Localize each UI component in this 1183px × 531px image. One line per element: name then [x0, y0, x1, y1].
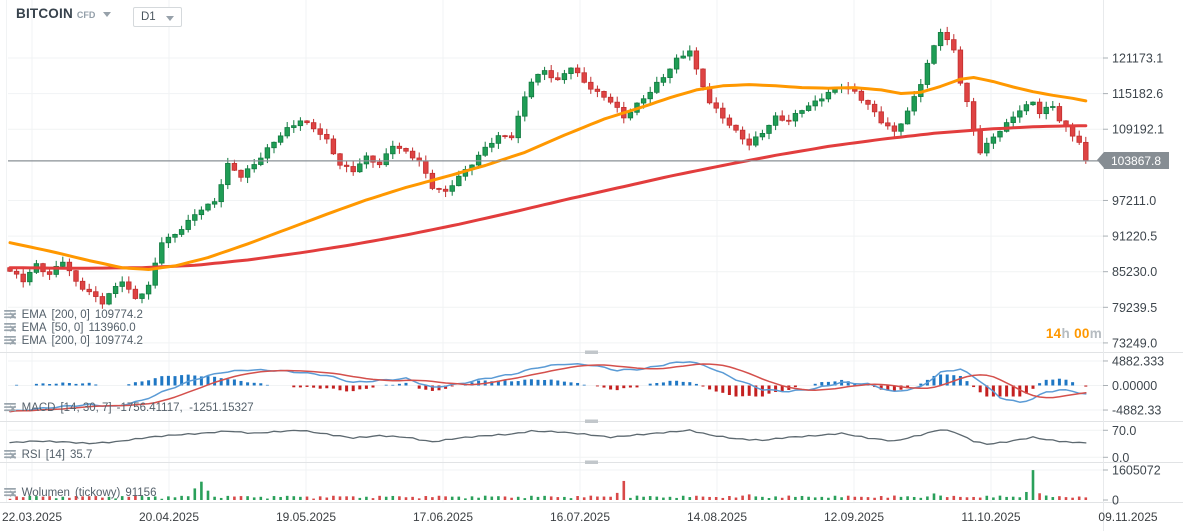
timeframe-caret-icon: [166, 15, 174, 21]
symbol-dropdown-caret-icon[interactable]: [103, 12, 112, 17]
svg-text:1605072: 1605072: [1112, 464, 1161, 478]
svg-text:0.0: 0.0: [1112, 451, 1129, 465]
svg-text:70.0: 70.0: [1112, 424, 1136, 438]
indicator-params: [14, 30, 7]: [60, 402, 112, 414]
svg-text:12.09.2025: 12.09.2025: [824, 510, 884, 524]
indicator-row-ema200-b: × EMA [200, 0] 109774.2: [4, 333, 143, 349]
indicator-params: [200, 0]: [51, 335, 90, 347]
svg-text:09.11.2025: 09.11.2025: [1098, 510, 1157, 524]
svg-text:85230.0: 85230.0: [1112, 265, 1157, 279]
svg-text:121173.1: 121173.1: [1112, 52, 1163, 66]
svg-text:91220.5: 91220.5: [1112, 230, 1157, 244]
timeframe-value: D1: [141, 11, 156, 23]
indicator-label: Wolumen: [21, 487, 70, 499]
indicator-value: 109774.2: [94, 335, 143, 347]
indicator-value: 113960.0: [88, 322, 136, 334]
svg-text:115182.6: 115182.6: [1112, 87, 1163, 101]
countdown-hours: 14: [1045, 326, 1062, 341]
indicator-params: [14]: [45, 449, 65, 461]
indicator-label: EMA: [21, 322, 47, 334]
indicator-close-icon[interactable]: ×: [9, 307, 17, 323]
indicator-label: EMA: [21, 309, 47, 321]
candle-countdown: 14h 00m: [1045, 326, 1102, 341]
market-type-label: CFD: [76, 9, 96, 20]
indicator-label: EMA: [21, 335, 47, 347]
svg-text:17.06.2025: 17.06.2025: [413, 510, 473, 524]
svg-text:22.03.2025: 22.03.2025: [2, 510, 62, 524]
indicator-row-macd: × MACD [14, 30, 7] -1756.41117, -1251.1532…: [4, 400, 254, 416]
current-price-tag: 103867.8: [1096, 152, 1170, 169]
svg-text:16.07.2025: 16.07.2025: [550, 510, 610, 524]
indicator-params: [200, 0]: [51, 309, 90, 321]
indicator-value: 91156: [125, 487, 157, 499]
timeframe-dropdown[interactable]: D1: [133, 7, 182, 27]
svg-text:0: 0: [1112, 494, 1119, 508]
svg-text:4882.333: 4882.333: [1112, 354, 1164, 368]
indicator-value: 109774.2: [94, 309, 143, 321]
countdown-minutes: 00: [1074, 326, 1090, 341]
svg-text:14.08.2025: 14.08.2025: [687, 510, 747, 524]
svg-text:79239.5: 79239.5: [1112, 301, 1157, 315]
svg-text:-4882.33: -4882.33: [1112, 404, 1161, 418]
symbol-name: BITCOIN: [16, 6, 73, 21]
indicator-close-icon[interactable]: ×: [9, 447, 17, 463]
indicator-row-volume: × Wolumen (tickowy) 91156: [4, 485, 157, 501]
indicator-params: [50, 0]: [51, 322, 84, 334]
indicator-close-icon[interactable]: ×: [9, 485, 17, 501]
svg-text:20.04.2025: 20.04.2025: [139, 510, 199, 524]
indicator-value: -1756.41117, -1251.15327: [116, 402, 254, 414]
indicator-params: (tickowy): [74, 487, 121, 499]
indicator-row-ema50: × EMA [50, 0] 113960.0: [4, 320, 136, 336]
svg-text:97211.0: 97211.0: [1112, 194, 1156, 208]
svg-text:109192.1: 109192.1: [1112, 123, 1164, 137]
svg-text:19.05.2025: 19.05.2025: [276, 510, 336, 524]
svg-text:11.10.2025: 11.10.2025: [961, 510, 1020, 524]
indicator-close-icon[interactable]: ×: [9, 333, 17, 349]
indicator-label: RSI: [21, 449, 41, 461]
indicator-label: MACD: [21, 402, 56, 414]
indicator-row-rsi: × RSI [14] 35.7: [4, 447, 93, 463]
instrument-header: BITCOIN CFD: [16, 6, 112, 21]
svg-text:0.00000: 0.00000: [1112, 379, 1157, 393]
svg-text:73249.0: 73249.0: [1112, 336, 1157, 350]
indicator-close-icon[interactable]: ×: [9, 320, 17, 336]
indicator-value: 35.7: [69, 449, 93, 461]
indicator-close-icon[interactable]: ×: [9, 400, 17, 416]
indicator-row-ema200-a: × EMA [200, 0] 109774.2: [4, 307, 143, 323]
